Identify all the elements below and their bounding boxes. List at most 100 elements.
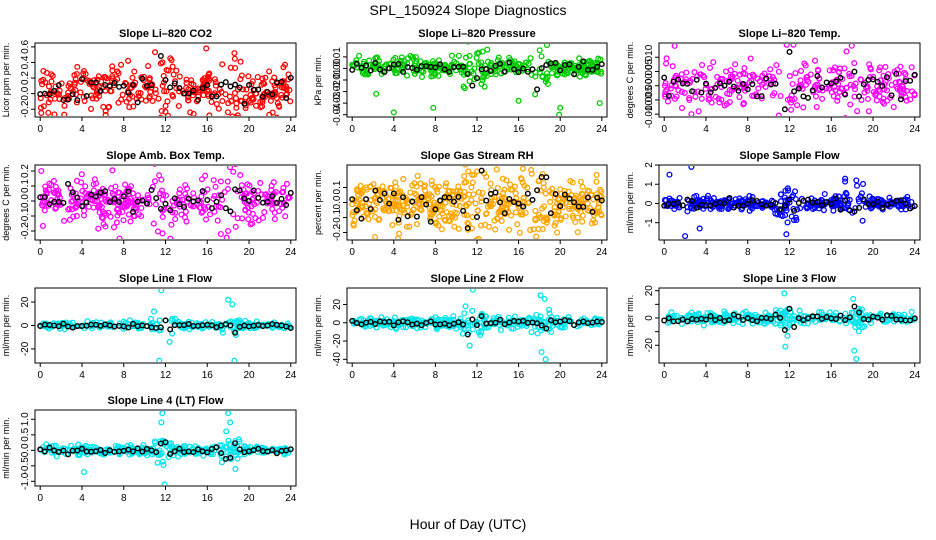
black-point — [386, 318, 393, 325]
x-tick-label: 20 — [243, 247, 255, 258]
data-point — [548, 154, 553, 159]
data-point — [749, 71, 756, 78]
data-point — [492, 226, 499, 233]
outlier-point — [372, 233, 379, 239]
data-point — [160, 206, 167, 213]
x-tick-label: 0 — [37, 124, 43, 135]
data-point — [479, 77, 486, 84]
data-point — [167, 235, 174, 239]
data-point — [77, 89, 84, 96]
outlier-point — [158, 289, 165, 294]
data-point — [861, 139, 866, 144]
data-point — [170, 71, 177, 78]
data-point — [364, 210, 371, 217]
outlier-point — [373, 90, 380, 97]
black-point — [167, 207, 174, 214]
black-point — [418, 322, 425, 329]
data-point — [45, 83, 53, 90]
data-point — [553, 211, 560, 218]
outlier-point — [671, 44, 678, 49]
data-point — [788, 106, 795, 113]
black-point — [515, 69, 522, 76]
data-point — [532, 91, 539, 98]
data-point — [478, 63, 485, 70]
data-point — [55, 90, 62, 97]
data-point — [158, 187, 166, 194]
black-point — [786, 48, 793, 55]
data-point — [537, 187, 544, 194]
black-point — [814, 313, 821, 320]
data-point — [198, 176, 205, 183]
data-point — [788, 99, 795, 106]
black-point — [758, 93, 765, 100]
data-point — [487, 180, 494, 187]
data-point — [251, 201, 258, 208]
data-point — [694, 88, 702, 95]
black-point — [153, 195, 160, 202]
data-point — [205, 73, 212, 80]
black-point — [358, 215, 365, 222]
black-point — [795, 315, 802, 322]
data-point — [842, 178, 849, 185]
black-point — [865, 316, 872, 323]
data-point — [146, 75, 153, 82]
data-point — [262, 74, 269, 81]
black-point — [204, 82, 211, 89]
data-point — [87, 105, 95, 112]
data-point — [38, 109, 45, 116]
data-point — [527, 226, 534, 234]
black-point — [283, 202, 290, 209]
data-point — [380, 205, 387, 212]
black-point — [735, 87, 742, 94]
data-point — [784, 219, 791, 226]
y-tick-label: 0.0 — [332, 195, 343, 209]
outlier-point — [166, 338, 173, 345]
data-point — [569, 179, 576, 186]
black-point — [689, 197, 696, 204]
y-tick-label: 1 — [644, 181, 655, 187]
black-point — [661, 74, 668, 81]
data-point — [396, 230, 403, 237]
data-point — [158, 107, 165, 115]
data-point — [478, 329, 485, 336]
point-cloud — [37, 44, 294, 116]
data-point — [280, 83, 287, 91]
data-point — [469, 326, 476, 333]
data-point — [727, 203, 734, 210]
data-point — [39, 81, 46, 88]
y-tick-label: 0.010 — [644, 44, 655, 69]
black-point — [55, 323, 62, 330]
data-point — [551, 222, 558, 229]
black-point — [501, 210, 508, 217]
black-point — [594, 63, 601, 70]
black-point — [111, 79, 118, 86]
black-point — [538, 65, 545, 72]
data-point — [466, 60, 473, 68]
x-tick-label: 4 — [703, 247, 709, 258]
data-point — [740, 70, 747, 77]
data-point — [80, 93, 87, 100]
data-point — [533, 233, 540, 239]
black-point — [74, 97, 81, 104]
data-point — [138, 204, 145, 212]
black-point — [566, 318, 573, 325]
black-point — [464, 331, 471, 338]
data-point — [172, 216, 179, 223]
y-tick-label: -0.010 — [644, 100, 655, 129]
x-tick-label: 4 — [79, 493, 85, 504]
outlier-point — [217, 230, 224, 238]
black-point — [376, 66, 383, 73]
black-point — [897, 197, 904, 204]
black-point — [860, 81, 867, 88]
data-point — [128, 84, 135, 91]
black-point — [409, 198, 416, 205]
outlier-point — [493, 166, 500, 173]
black-point — [566, 195, 573, 202]
panel-title: Slope Li–820 Pressure — [418, 28, 535, 40]
black-point — [679, 202, 686, 209]
data-point — [524, 184, 531, 191]
black-point — [255, 194, 262, 201]
black-point — [455, 319, 462, 326]
data-point — [222, 247, 227, 252]
x-tick-label: 16 — [826, 124, 838, 135]
